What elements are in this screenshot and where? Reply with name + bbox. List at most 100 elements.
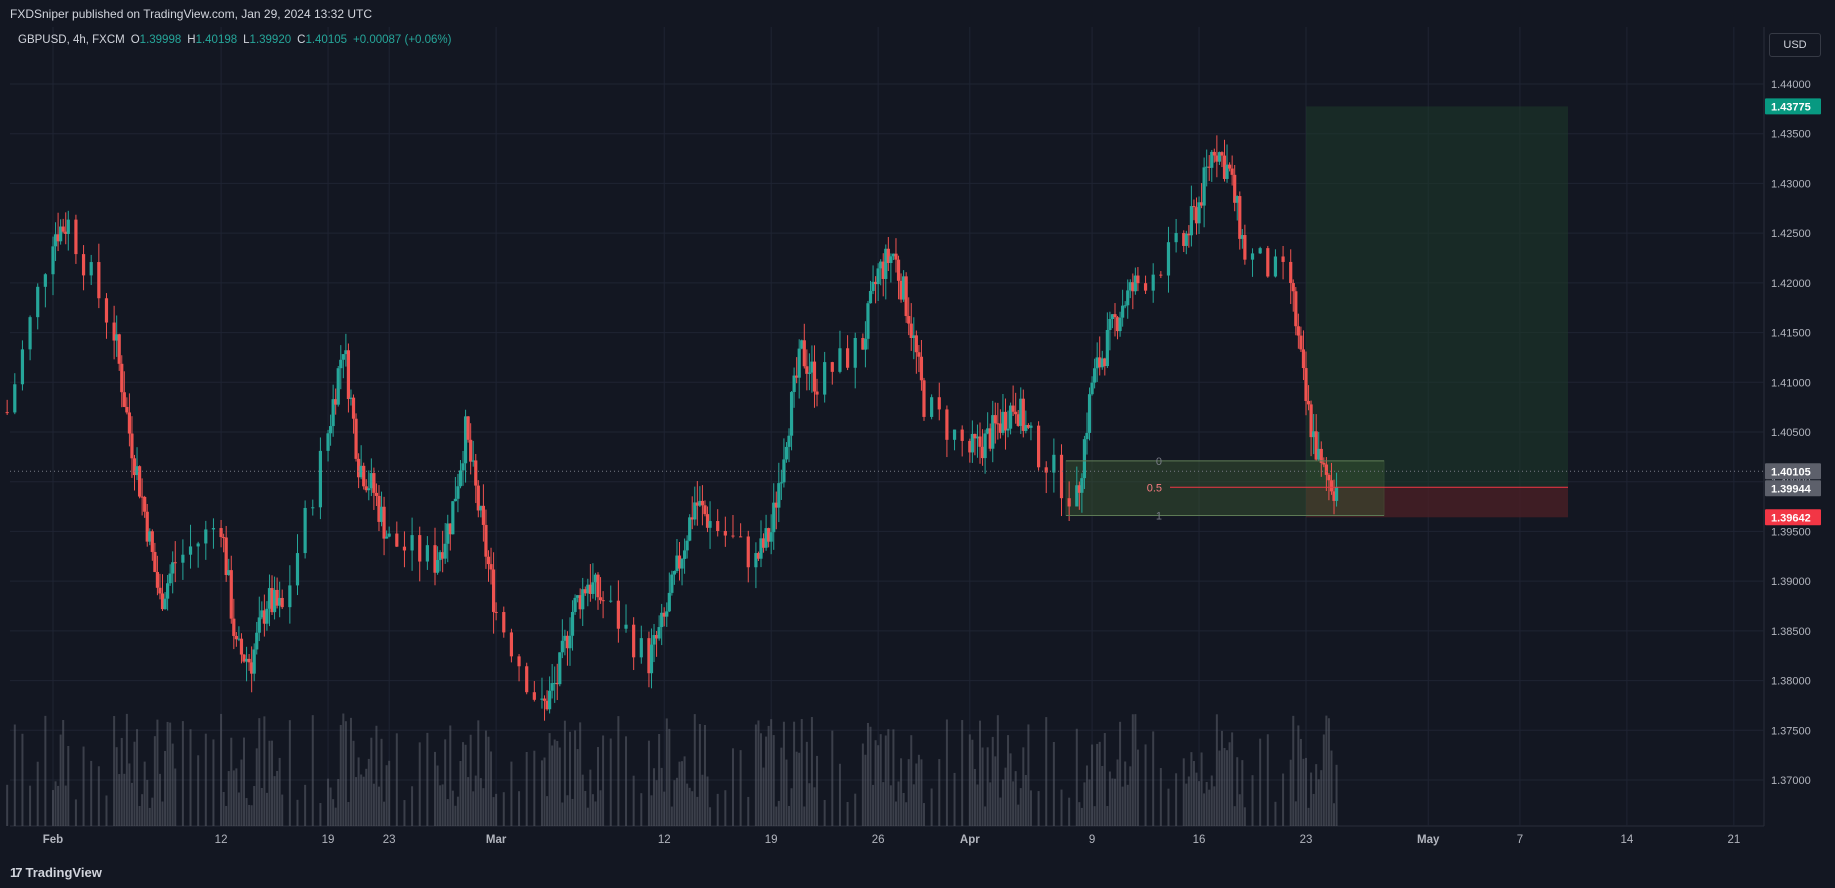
- price-tick-label: 1.37500: [1771, 725, 1811, 737]
- time-tick-label: 26: [872, 834, 885, 846]
- candle-body: [1212, 151, 1216, 156]
- candle-body: [469, 439, 473, 462]
- candle-body: [354, 418, 358, 459]
- candle-body: [1131, 282, 1135, 292]
- volume-bar: [681, 761, 684, 826]
- chart-grid: [10, 27, 1765, 827]
- candle-body: [181, 554, 185, 563]
- volume-bar: [248, 804, 251, 826]
- volume-bar: [973, 768, 976, 826]
- volume-bar: [1009, 753, 1012, 826]
- candle-body: [767, 528, 771, 542]
- candle-body: [1059, 454, 1064, 499]
- volume-bar: [1215, 714, 1218, 826]
- candle-body: [1304, 368, 1308, 402]
- candle-body: [1029, 425, 1033, 428]
- volume-bar: [403, 800, 406, 826]
- candle-body: [560, 640, 564, 653]
- price-axis[interactable]: 1.44000 1.43500 1.43000 1.42500 1.42000 1.415…: [1765, 79, 1821, 787]
- candle-body: [891, 253, 896, 257]
- legend-symbol[interactable]: GBPUSD, 4h, FXCM: [18, 34, 125, 46]
- candle-body: [1080, 478, 1084, 493]
- volume-bar: [304, 784, 307, 826]
- volume-bar: [367, 758, 370, 826]
- candle-body: [853, 338, 857, 368]
- candle-body: [1143, 283, 1148, 291]
- volume-bar: [1305, 757, 1307, 826]
- candle-body: [555, 682, 559, 685]
- volume-bar: [790, 788, 793, 826]
- volume-bar: [665, 718, 668, 826]
- volume-bar: [1119, 721, 1122, 826]
- target-zone: [1306, 106, 1568, 488]
- candle-body: [260, 610, 264, 618]
- candle-body: [1087, 394, 1092, 433]
- candle-body: [224, 537, 228, 576]
- volume-bar: [472, 791, 475, 826]
- candle-body: [219, 528, 223, 538]
- volume-bar: [1029, 790, 1032, 826]
- candle-body: [288, 585, 292, 608]
- volume-bar: [273, 776, 276, 826]
- volume-bar: [663, 791, 666, 826]
- candle-body: [410, 535, 414, 551]
- candle-body: [896, 259, 901, 281]
- candle-body: [148, 531, 152, 542]
- candle-body: [1077, 485, 1081, 493]
- candle-body: [112, 322, 116, 341]
- candle-body: [922, 380, 926, 417]
- candle-body: [868, 290, 873, 304]
- volume-bar: [13, 724, 16, 826]
- volume-bar: [171, 743, 174, 826]
- candle-body: [158, 587, 162, 594]
- candle-body: [970, 433, 974, 453]
- volume-bar: [793, 721, 796, 826]
- currency-button[interactable]: USD: [1769, 33, 1821, 57]
- volume-bar: [650, 795, 653, 826]
- candle-body: [20, 349, 25, 385]
- volume-bar: [910, 735, 913, 826]
- volume-bar: [1297, 725, 1300, 826]
- volume-bar: [479, 778, 482, 826]
- candle-body: [986, 428, 990, 434]
- fib-level-label: 0.5: [1147, 482, 1162, 494]
- volume-bar: [1088, 779, 1091, 826]
- volume-bar: [237, 792, 240, 826]
- candle-body: [479, 505, 483, 511]
- time-axis[interactable]: Feb 12 19 23 Mar 12 19 26 Apr 9 16 23 May 7 14 21: [43, 834, 1740, 846]
- candle-body: [685, 540, 689, 551]
- candle-body: [1159, 274, 1163, 276]
- candle-body: [349, 397, 353, 400]
- candle-body: [1301, 349, 1306, 369]
- candle-body: [344, 350, 348, 355]
- volume-bar: [44, 715, 47, 826]
- candle-body: [688, 517, 692, 541]
- candle-body: [66, 219, 70, 234]
- candle-body: [1324, 464, 1328, 475]
- volume-bar: [869, 726, 872, 826]
- candle-body: [649, 644, 654, 674]
- volume-bar: [265, 792, 268, 826]
- candle-body: [805, 366, 809, 374]
- candle-body: [145, 511, 149, 542]
- candle-body: [830, 362, 834, 372]
- volume-bar: [976, 784, 979, 826]
- volume-bar: [189, 729, 192, 826]
- volume-bar: [334, 807, 337, 826]
- volume-bar: [785, 759, 788, 826]
- candle-body: [237, 638, 241, 640]
- volume-bar: [349, 717, 352, 826]
- candle-body: [838, 348, 842, 372]
- volume-bar: [1259, 738, 1262, 826]
- candle-body: [252, 649, 256, 674]
- volume-bar: [1113, 778, 1116, 826]
- candle-body: [889, 256, 893, 264]
- candle-body: [1220, 152, 1224, 156]
- candle-body: [693, 502, 697, 520]
- volume-bar: [1131, 714, 1134, 826]
- candle-body: [1215, 155, 1219, 162]
- volume-bar: [263, 716, 266, 826]
- volume-bar: [546, 796, 549, 826]
- candle-body: [1205, 166, 1209, 168]
